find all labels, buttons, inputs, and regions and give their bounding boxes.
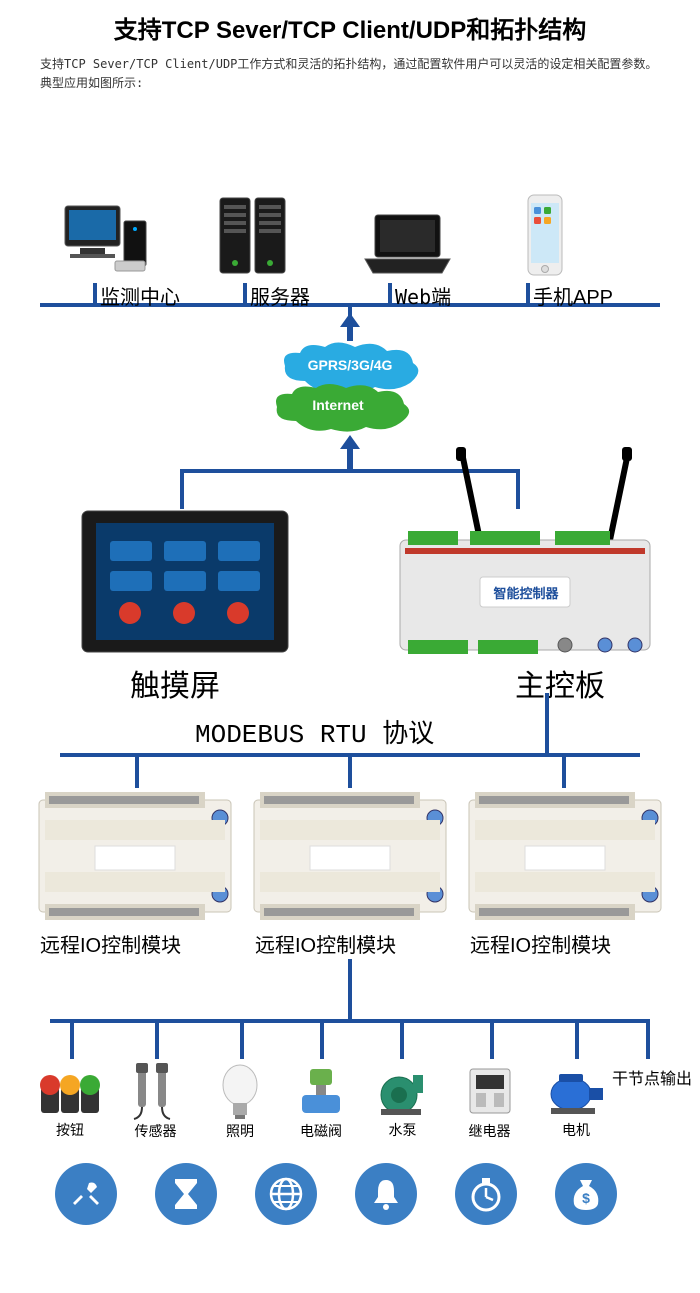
cloud-internet: Internet xyxy=(268,383,418,433)
buttons-icon xyxy=(35,1065,105,1120)
cloud-top-label: GPRS/3G/4G xyxy=(275,357,425,373)
label-relay: 继电器 xyxy=(462,1121,517,1141)
relay-icon xyxy=(462,1061,517,1121)
sensor-icon xyxy=(128,1061,183,1121)
label-io-3: 远程IO控制模块 xyxy=(470,929,611,958)
cloud-bottom-label: Internet xyxy=(268,397,408,413)
footer-icon-globe xyxy=(255,1163,317,1225)
motor-icon xyxy=(545,1068,607,1120)
label-server: 服务器 xyxy=(250,281,310,310)
phone-icon xyxy=(520,193,570,278)
hourglass-icon xyxy=(155,1163,217,1225)
label-phone: 手机APP xyxy=(533,281,613,310)
tick-server xyxy=(243,283,247,305)
label-touchscreen: 触摸屏 xyxy=(130,661,220,705)
laptop-icon xyxy=(360,211,455,276)
label-bulb: 照明 xyxy=(215,1121,265,1141)
dev-sensor: 传感器 xyxy=(128,1061,183,1141)
dev-buttons: 按钮 xyxy=(35,1065,105,1140)
io-module-icon xyxy=(35,788,235,923)
io-module-3 xyxy=(465,788,665,923)
node-server xyxy=(215,193,315,278)
io-module-2 xyxy=(250,788,450,923)
io-down-link xyxy=(348,959,352,1019)
label-modbus: MODEBUS RTU 协议 xyxy=(195,713,434,750)
d4 xyxy=(320,1019,324,1059)
pc-icon xyxy=(60,201,150,276)
d5 xyxy=(400,1019,404,1059)
footer-icon-bell xyxy=(355,1163,417,1225)
valve-icon xyxy=(296,1063,346,1121)
bell-icon xyxy=(355,1163,417,1225)
bulb-icon xyxy=(215,1059,265,1121)
mod-drop-3 xyxy=(562,753,566,788)
d8 xyxy=(646,1019,650,1059)
dev-motor: 电机 xyxy=(545,1068,607,1140)
label-valve: 电磁阀 xyxy=(296,1121,346,1141)
d3 xyxy=(240,1019,244,1059)
d7 xyxy=(575,1019,579,1059)
d2 xyxy=(155,1019,159,1059)
moneybag-icon: $ xyxy=(555,1163,617,1225)
dev-valve: 电磁阀 xyxy=(296,1063,346,1141)
pump-icon xyxy=(375,1065,430,1120)
tools-icon xyxy=(55,1163,117,1225)
tick-monitor xyxy=(93,283,97,305)
label-pump: 水泵 xyxy=(375,1120,430,1140)
footer-icon-tools xyxy=(55,1163,117,1225)
label-sensor: 传感器 xyxy=(128,1121,183,1141)
label-io-1: 远程IO控制模块 xyxy=(40,929,181,958)
node-web xyxy=(360,211,460,276)
label-io-2: 远程IO控制模块 xyxy=(255,929,396,958)
footer-icon-stopwatch xyxy=(455,1163,517,1225)
label-motor: 电机 xyxy=(545,1120,607,1140)
mod-drop-1 xyxy=(135,753,139,788)
label-buttons: 按钮 xyxy=(35,1120,105,1140)
d1 xyxy=(70,1019,74,1059)
label-monitor: 监测中心 xyxy=(100,281,180,310)
controller-badge: 智能控制器 xyxy=(488,583,564,602)
touchscreen-icon xyxy=(80,509,290,654)
controller-icon xyxy=(390,445,660,660)
arrow-up-top xyxy=(338,311,362,341)
ctrl-down-link xyxy=(545,693,549,753)
mid-drop-left xyxy=(180,469,184,509)
page-subtitle: 支持TCP Sever/TCP Client/UDP工作方式和灵活的拓扑结构，通… xyxy=(0,45,700,93)
node-controller: 智能控制器 xyxy=(390,445,660,660)
node-monitor-center xyxy=(60,201,170,276)
io-module-icon xyxy=(250,788,450,923)
mod-drop-2 xyxy=(348,753,352,788)
footer-icon-moneybag: $ xyxy=(555,1163,617,1225)
arrow-up-mid xyxy=(338,433,362,469)
label-drycontact: 干节点输出 xyxy=(612,1065,692,1089)
io-module-icon xyxy=(465,788,665,923)
svg-text:$: $ xyxy=(582,1190,590,1206)
stopwatch-icon xyxy=(455,1163,517,1225)
node-phone xyxy=(520,193,590,278)
node-touchscreen xyxy=(80,509,290,654)
dev-relay: 继电器 xyxy=(462,1061,517,1141)
tick-web xyxy=(388,283,392,305)
dev-drycontact: 干节点输出 xyxy=(612,1065,692,1089)
globe-icon xyxy=(255,1163,317,1225)
page-title: 支持TCP Sever/TCP Client/UDP和拓扑结构 xyxy=(0,0,700,45)
server-icon xyxy=(215,193,305,278)
label-controller: 主控板 xyxy=(515,661,605,705)
label-web: Web端 xyxy=(395,281,451,310)
tick-phone xyxy=(526,283,530,305)
topology-diagram: 监测中心 服务器 Web端 xyxy=(0,93,700,1293)
footer-icon-hourglass xyxy=(155,1163,217,1225)
io-module-1 xyxy=(35,788,235,923)
dev-pump: 水泵 xyxy=(375,1065,430,1140)
d6 xyxy=(490,1019,494,1059)
device-bus xyxy=(50,1019,650,1023)
dev-bulb: 照明 xyxy=(215,1059,265,1141)
